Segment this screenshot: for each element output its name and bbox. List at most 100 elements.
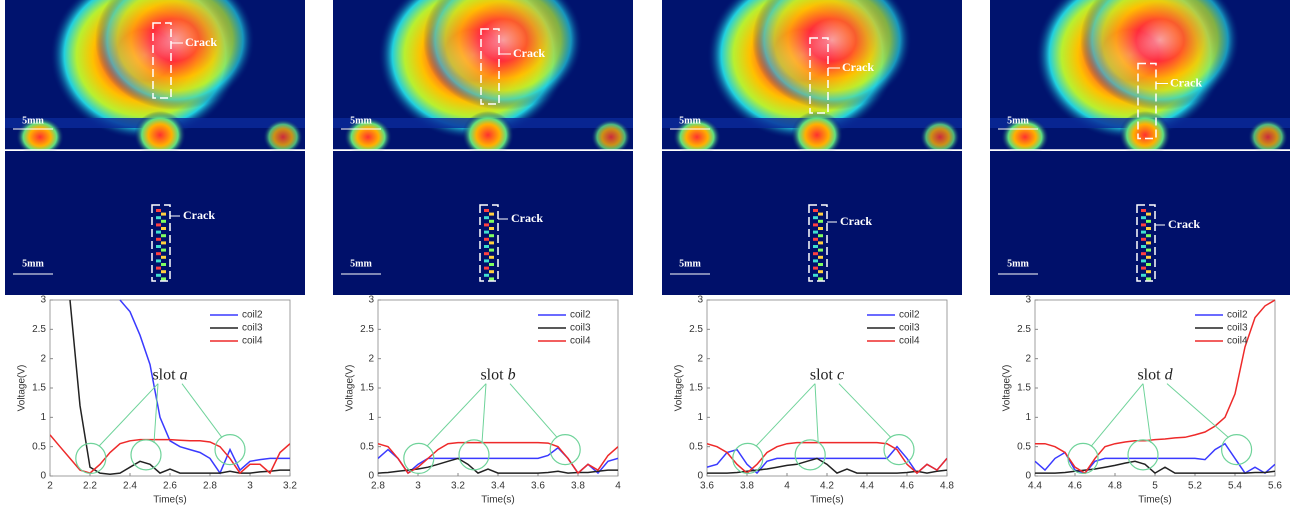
legend-label: coil4 [242, 336, 263, 347]
crack-speckle [1146, 277, 1151, 281]
crack-speckle [813, 273, 818, 277]
y-tick-label: 3 [1025, 295, 1031, 306]
series-line [707, 445, 947, 475]
annotation-letter: a [180, 366, 188, 383]
annotation-pointer [98, 383, 159, 447]
crack-speckle [484, 259, 489, 263]
annotation-letter: d [1165, 366, 1174, 383]
crack-speckle [813, 230, 818, 234]
crack-speckle [1146, 255, 1151, 259]
x-tick-label: 4.2 [820, 481, 834, 492]
thermal-panel: 5mm Crack Crack 5mm [662, 0, 962, 295]
crack-speckle [818, 248, 823, 252]
annotation: slot b [480, 366, 515, 383]
crack-speckle [1146, 248, 1151, 252]
y-axis-label: Voltage(V) [1002, 365, 1013, 412]
legend-label: coil4 [570, 336, 591, 347]
crack-speckle [1146, 263, 1151, 266]
x-tick-label: 2.8 [203, 481, 217, 492]
series-line [707, 457, 947, 474]
crack-speckle [156, 216, 161, 220]
heat-spot [462, 111, 514, 159]
x-tick-label: 5.4 [1228, 481, 1242, 492]
y-axis-label: Voltage(V) [674, 365, 685, 412]
crack-speckle [1141, 223, 1146, 227]
highlight-circle [549, 434, 581, 466]
crack-speckle [156, 266, 161, 270]
highlight-circle [75, 442, 107, 474]
x-tick-label: 5.6 [1268, 481, 1282, 492]
thermal-panel: 5mm Crack Crack 5mm [5, 0, 305, 295]
crack-speckle [161, 227, 166, 230]
y-tick-label: 2 [368, 353, 374, 364]
x-tick-label: 5 [1152, 481, 1158, 492]
y-axis-label: Voltage(V) [345, 365, 356, 412]
scale-label: 5mm [679, 115, 701, 126]
crack-speckle [813, 209, 818, 212]
heat-spot [920, 119, 960, 155]
x-tick-label: 4.8 [1108, 481, 1122, 492]
x-tick-label: 2.8 [371, 481, 385, 492]
thermal-panel: 5mm Crack Crack 5mm [333, 0, 633, 295]
crack-speckle [489, 234, 494, 238]
x-tick-label: 4 [784, 481, 790, 492]
heat-spot [344, 117, 392, 157]
heat-blob [423, 0, 583, 110]
x-tick-label: 4.6 [900, 481, 914, 492]
crack-speckle [1146, 270, 1151, 274]
crack-speckle [489, 227, 494, 230]
annotation-text: slot [1137, 366, 1161, 383]
x-tick-label: 3 [247, 481, 253, 492]
crack-label: Crack [511, 211, 543, 225]
x-tick-label: 3.8 [571, 481, 585, 492]
crack-speckle [818, 277, 823, 281]
heat-spot [1119, 111, 1171, 159]
chart: 0 0.5 1 1.5 2 2.5 3 2 2.2 2.4 2.6 2.8 3 3.2 Time(s) Vol… [17, 295, 298, 506]
y-tick-label: 3 [40, 295, 46, 306]
annotation-pointer [755, 383, 816, 447]
scale-label: 5mm [679, 258, 701, 269]
highlight-circle [1127, 439, 1159, 471]
crack-speckle [818, 234, 823, 238]
y-tick-label: 3 [697, 295, 703, 306]
highlight-circle [214, 434, 246, 466]
scale-label: 5mm [350, 258, 372, 269]
chart: 0 0.5 1 1.5 2 2.5 3 2.8 3 3.2 3.4 3.6 3.8 4 Time(s) Vol… [345, 295, 622, 506]
crack-speckle [813, 216, 818, 220]
scale-label: 5mm [1007, 115, 1029, 126]
x-tick-label: 4.6 [1068, 481, 1082, 492]
chart: 0 0.5 1 1.5 2 2.5 3 3.6 3.8 4 4.2 4.4 4.6 4.8 Time(s) V… [674, 295, 955, 506]
annotation-pointer [509, 383, 558, 438]
series-line [1035, 442, 1275, 475]
y-axis-label: Voltage(V) [17, 365, 28, 412]
crack-speckle [156, 223, 161, 227]
thermal-bottom-bg [333, 151, 633, 295]
scale-label: 5mm [1007, 258, 1029, 269]
annotation: slot a [152, 366, 187, 383]
thermal-panel: 5mm Crack Crack 5mm [990, 0, 1290, 295]
heat-blob [752, 0, 912, 110]
crack-speckle [1146, 227, 1151, 230]
x-tick-label: 3.2 [283, 481, 297, 492]
annotation-letter: b [508, 366, 516, 383]
heat-spot [791, 111, 843, 159]
crack-box [152, 22, 172, 99]
crack-speckle [489, 263, 494, 266]
highlight-circle [403, 442, 435, 474]
annotation-pointer [481, 383, 487, 443]
crack-speckle [161, 219, 166, 223]
legend-label: coil3 [242, 323, 263, 334]
y-tick-label: 2.5 [32, 324, 46, 335]
crack-speckle [813, 266, 818, 270]
x-axis-label: Time(s) [810, 495, 844, 506]
y-tick-label: 1 [697, 412, 703, 423]
y-tick-label: 2 [697, 353, 703, 364]
highlight-circle [458, 439, 490, 471]
y-tick-label: 2.5 [689, 324, 703, 335]
legend-label: coil2 [1227, 310, 1248, 321]
annotation-pointer [1166, 383, 1229, 438]
crack-label: Crack [513, 46, 545, 60]
crack-speckle [489, 255, 494, 259]
series-line [378, 441, 618, 475]
